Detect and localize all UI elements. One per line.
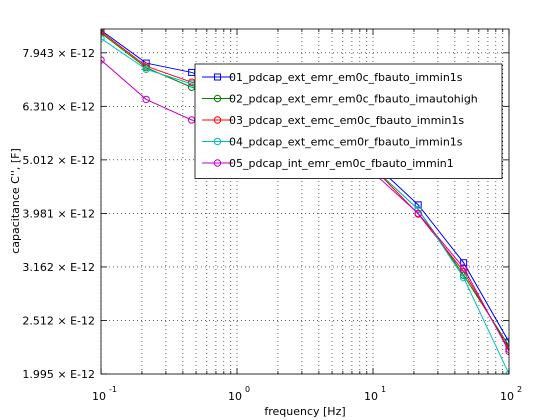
legend-marker bbox=[213, 137, 222, 146]
data-point bbox=[459, 273, 468, 282]
legend-marker bbox=[213, 94, 222, 103]
plot-area-frame bbox=[100, 28, 510, 375]
x-tick-base: 10 bbox=[92, 390, 106, 403]
legend-marker bbox=[214, 73, 221, 81]
x-tick-base: 10 bbox=[228, 390, 242, 403]
legend-marker bbox=[213, 159, 222, 167]
data-point bbox=[142, 65, 150, 73]
x-tick-base: 10 bbox=[500, 390, 514, 403]
y-axis-label: capacitance C'', [F] bbox=[9, 148, 22, 254]
legend-item: 02_pdcap_ext_emr_em0c_fbauto_imautohigh bbox=[202, 93, 478, 106]
legend-label: 04_pdcap_ext_emc_em0r_fbauto_immin1s bbox=[229, 136, 463, 149]
legend: 01_pdcap_ext_emr_em0c_fbauto_immin1s 02_p… bbox=[194, 63, 503, 179]
legend-box bbox=[194, 63, 503, 179]
data-point bbox=[414, 201, 422, 209]
x-tick-base: 10 bbox=[364, 390, 378, 403]
x-tick-exponent: 0 bbox=[245, 385, 250, 394]
legend-item: 05_pdcap_int_emr_em0c_fbauto_immin1 bbox=[202, 157, 454, 170]
data-point bbox=[414, 205, 422, 214]
data-point bbox=[459, 264, 468, 272]
y-tick-label: 1.995 × E-12 bbox=[22, 368, 95, 381]
data-point bbox=[460, 259, 468, 267]
y-tick-label: 5.012 × E-12 bbox=[22, 154, 95, 167]
y-tick-label: 3.981 × E-12 bbox=[22, 207, 95, 220]
legend-marker bbox=[213, 116, 222, 124]
legend-item: 01_pdcap_ext_emr_em0c_fbauto_immin1s bbox=[202, 71, 463, 84]
x-tick-exponent: 2 bbox=[517, 385, 522, 394]
legend-label: 05_pdcap_int_emr_em0c_fbauto_immin1 bbox=[229, 157, 454, 170]
x-axis-label: frequency [Hz] bbox=[264, 405, 345, 418]
legend-item: 03_pdcap_ext_emc_em0c_fbauto_immin1s bbox=[202, 114, 464, 127]
data-point bbox=[414, 209, 422, 218]
y-tick-label: 2.512 × E-12 bbox=[22, 314, 95, 327]
x-tick-label: 101 bbox=[364, 385, 386, 403]
y-tick-label: 3.162 × E-12 bbox=[22, 261, 95, 274]
x-tick-label: 100 bbox=[228, 385, 250, 403]
y-tick-label: 6.310 × E-12 bbox=[22, 100, 95, 113]
data-point bbox=[142, 95, 150, 104]
x-tick-exponent: -1 bbox=[109, 385, 117, 394]
x-tick-label: 102 bbox=[500, 385, 522, 403]
legend-item: 04_pdcap_ext_emc_em0r_fbauto_immin1s bbox=[202, 136, 463, 149]
x-tick-exponent: 1 bbox=[381, 385, 386, 394]
legend-label: 02_pdcap_ext_emr_em0c_fbauto_imautohigh bbox=[229, 93, 478, 106]
legend-label: 03_pdcap_ext_emc_em0c_fbauto_immin1s bbox=[229, 114, 464, 127]
y-tick-labels: 1.995 × E-12 2.512 × E-12 3.162 × E-12 3.98… bbox=[22, 47, 95, 381]
x-tick-label: 10-1 bbox=[92, 385, 117, 403]
y-tick-label: 7.943 × E-12 bbox=[22, 47, 95, 60]
axis-ticks bbox=[100, 29, 510, 375]
legend-label: 01_pdcap_ext_emr_em0c_fbauto_immin1s bbox=[229, 71, 463, 84]
